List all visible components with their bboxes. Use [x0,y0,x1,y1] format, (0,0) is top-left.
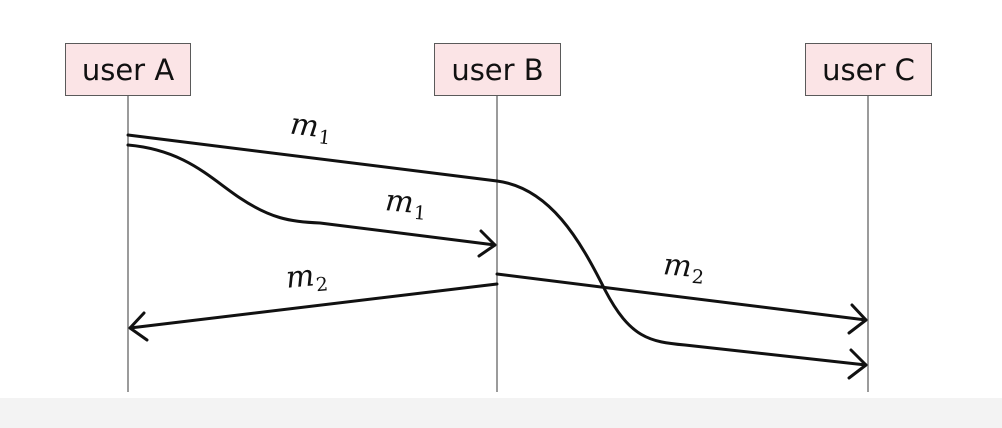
message-arrow-m2-b-to-c [495,272,868,322]
actor-user-a: user A [65,43,191,96]
message-arrow-m1-a-to-b [126,143,497,247]
message-label-m1-upper: m1 [288,106,332,150]
message-label-m2-right: m2 [661,247,705,289]
actor-user-b: user B [434,43,561,96]
arrowhead-m2-c [847,303,868,335]
bottom-band [0,398,1002,428]
message-arrow-m1-a-to-c [126,133,868,367]
message-arrow-m2-b-to-a [128,282,499,330]
arrowhead-m2-a [128,311,149,342]
arrowhead-m1-b [477,229,497,258]
message-label-m2-left: m2 [284,258,330,297]
actor-user-c: user C [805,43,932,96]
message-label-m1-lower: m1 [383,183,427,225]
arrowhead-m1-c [847,348,868,380]
